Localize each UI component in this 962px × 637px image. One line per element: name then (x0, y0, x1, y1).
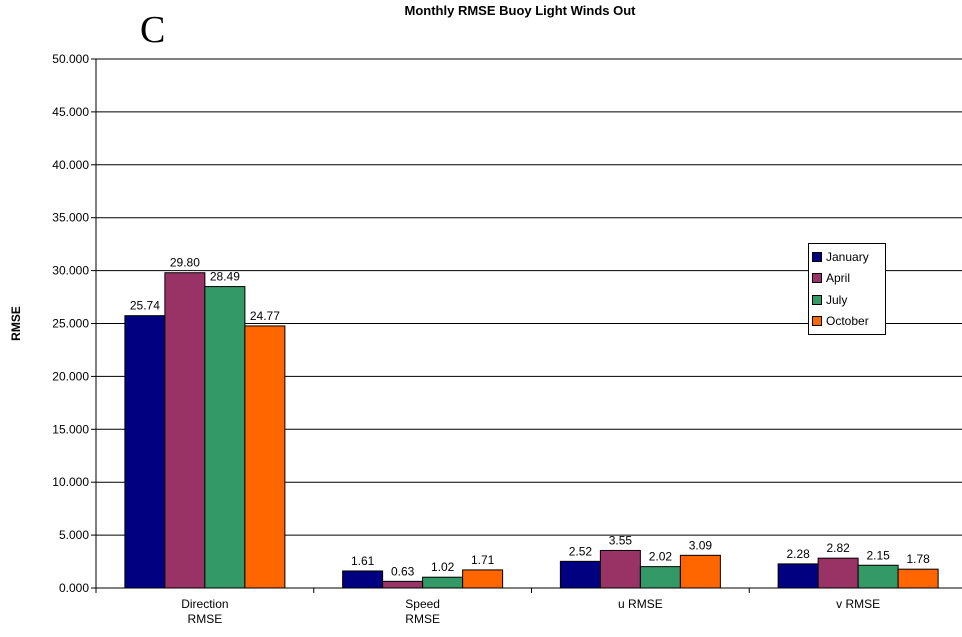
bar-january (777, 563, 819, 589)
bar-july (857, 564, 899, 589)
bar-october (897, 568, 939, 589)
bar-january (124, 315, 166, 589)
legend-swatch (812, 273, 822, 284)
data-label: 0.63 (391, 564, 415, 578)
data-label: 1.61 (351, 554, 375, 568)
bar-july (422, 576, 464, 589)
data-label: 2.82 (826, 541, 850, 555)
bar-july (639, 566, 681, 589)
legend-item: January (812, 246, 882, 268)
legend-label: April (826, 271, 851, 286)
legend-label: July (826, 292, 848, 307)
data-label: 3.09 (689, 538, 713, 552)
data-label: 1.02 (431, 560, 455, 574)
x-tick-label: RMSE (405, 612, 440, 626)
data-label: 2.28 (786, 547, 810, 561)
bar-october (244, 325, 286, 589)
y-tick-label: 5.000 (59, 528, 89, 542)
bar-october (679, 554, 721, 589)
y-axis-label: RMSE (9, 306, 23, 341)
bar-april (164, 272, 206, 589)
x-tick-label: u RMSE (618, 597, 663, 611)
bar-january (342, 570, 384, 589)
data-label: 28.49 (210, 270, 240, 284)
x-tick-label: RMSE (188, 612, 223, 626)
data-label: 1.78 (906, 552, 930, 566)
bar-january (559, 560, 601, 589)
y-tick-label: 50.000 (52, 52, 89, 66)
data-label: 2.02 (649, 550, 673, 564)
data-label: 2.15 (866, 548, 890, 562)
x-tick-label: v RMSE (836, 597, 880, 611)
legend-item: April (812, 268, 882, 290)
y-tick-label: 30.000 (52, 264, 89, 278)
y-tick-label: 45.000 (52, 105, 89, 119)
bar-april (599, 549, 641, 589)
bar-july (204, 286, 246, 589)
y-tick-label: 10.000 (52, 475, 89, 489)
bar-april (382, 580, 424, 589)
y-tick-label: 15.000 (52, 422, 89, 436)
data-label: 25.74 (130, 299, 160, 313)
x-tick-label: Direction (181, 597, 228, 611)
legend-item: July (812, 289, 882, 311)
y-tick-label: 0.000 (59, 581, 89, 595)
x-tick-label: Speed (405, 597, 440, 611)
panel-letter: C (140, 9, 166, 51)
bar-october (462, 569, 504, 589)
legend-swatch (812, 251, 822, 262)
data-label: 2.52 (569, 544, 593, 558)
legend-label: October (826, 314, 869, 329)
legend-swatch (812, 316, 822, 327)
data-label: 1.71 (471, 553, 495, 567)
y-tick-label: 25.000 (52, 317, 89, 331)
data-label: 24.77 (250, 309, 280, 323)
chart-legend: January April July October (808, 243, 886, 335)
bar-april (817, 557, 859, 589)
chart-title: Monthly RMSE Buoy Light Winds Out (404, 3, 636, 18)
y-tick-label: 40.000 (52, 158, 89, 172)
data-label: 3.55 (609, 533, 633, 547)
y-tick-label: 20.000 (52, 369, 89, 383)
data-label: 29.80 (170, 256, 200, 270)
legend-label: January (826, 249, 869, 264)
y-tick-label: 35.000 (52, 211, 89, 225)
legend-item: October (812, 311, 882, 333)
legend-swatch (812, 294, 822, 305)
